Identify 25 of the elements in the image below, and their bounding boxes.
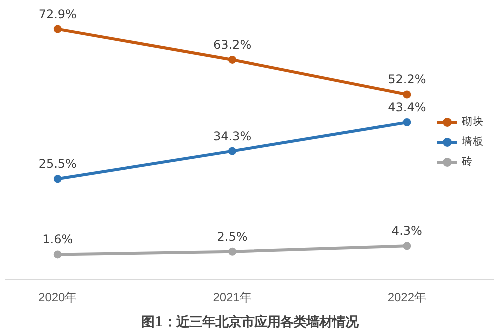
x-tick-label: 2021年: [213, 290, 252, 304]
data-label: 4.3%: [392, 224, 422, 238]
x-tick-label: 2020年: [38, 290, 78, 304]
point: [228, 248, 237, 256]
data-label: 25.5%: [38, 157, 77, 172]
data-label: 1.6%: [42, 232, 74, 247]
data-label: 72.9%: [38, 7, 77, 22]
data-label: 63.2%: [213, 38, 252, 52]
point: [403, 90, 412, 99]
data-label: 52.2%: [388, 72, 426, 87]
data-label: 2.5%: [217, 230, 248, 244]
legend-label: 砖: [462, 154, 474, 168]
point: [228, 56, 237, 64]
text: 图1：近三年北京市应用各类墙材情况: [141, 314, 360, 330]
legend-label: 墙板: [462, 134, 484, 148]
point: [54, 250, 62, 259]
point: [228, 147, 237, 156]
point: [403, 118, 412, 127]
point: [54, 175, 62, 184]
data-label: 43.4%: [388, 100, 426, 115]
legend-label: 砌块: [462, 114, 484, 128]
point: [403, 242, 412, 250]
x-tick-label: 2022年: [388, 290, 427, 304]
point: [54, 25, 62, 34]
data-label: 34.3%: [213, 129, 252, 144]
